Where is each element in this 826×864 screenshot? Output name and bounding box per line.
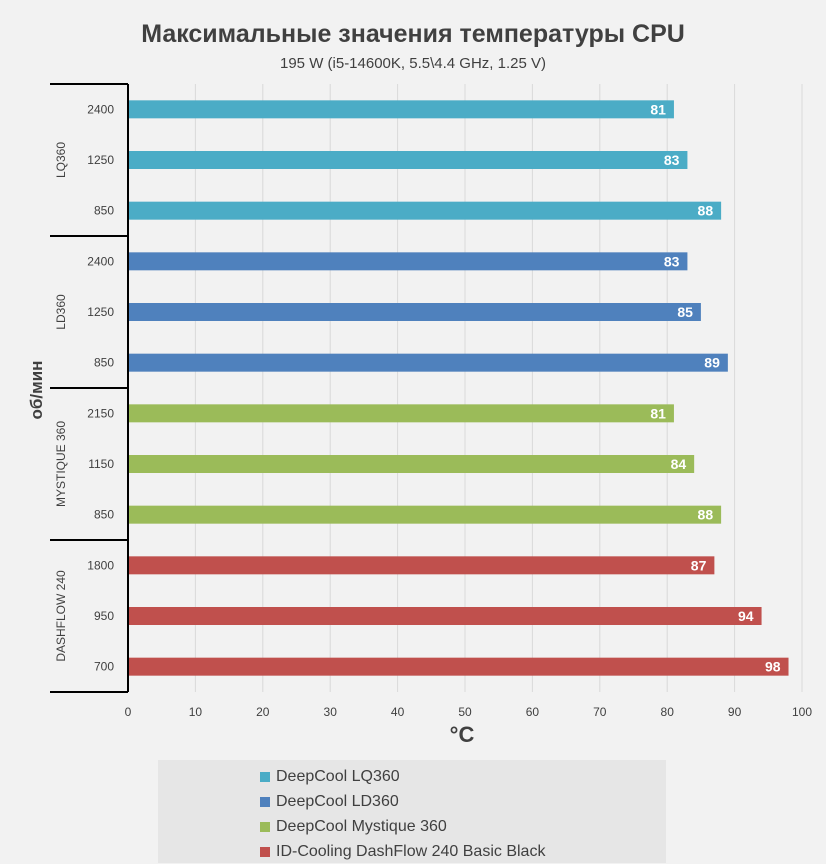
x-tick-label: 60 [526,705,540,719]
bar [129,151,688,169]
bars: 81 83 88 83 85 89 81 84 88 87 94 98 [129,100,789,676]
x-tick-label: 30 [324,705,338,719]
y-tick-label: 850 [94,356,114,370]
bar [129,505,722,524]
y-tick-label: 850 [94,508,114,522]
legend-swatch [260,797,270,807]
y-tick-label: 700 [94,660,114,674]
x-tick-label: 80 [661,705,675,719]
legend-item: DeepCool LQ360 [260,765,400,789]
bar [129,556,715,575]
chart-subtitle: 195 W (i5-14600K, 5.5\4.4 GHz, 1.25 V) [280,55,546,72]
y-tick-label: 2400 [87,102,114,116]
x-axis-title: °C [450,722,475,747]
legend-label: DeepCool LD360 [276,793,399,810]
y-axis-title: об/мин [27,361,46,420]
legend-item: DeepCool Mystique 360 [260,815,447,839]
data-label: 83 [664,152,680,168]
bar [129,455,695,473]
legend-swatch [260,847,270,857]
x-tick-label: 0 [125,705,132,719]
x-tick-label: 20 [256,705,270,719]
bar [129,201,722,220]
bar [129,100,674,119]
y-tick-label: 1800 [87,558,114,572]
group-label: LQ360 [54,142,68,178]
gridlines [194,84,803,692]
data-label: 89 [704,355,720,371]
y-tick-label: 850 [94,204,114,218]
legend-item: DeepCool LD360 [260,790,399,814]
data-label: 94 [738,608,754,624]
legend-swatch [260,822,270,832]
data-label: 85 [677,304,693,320]
x-tick-label: 10 [189,705,203,719]
bar [129,303,701,321]
data-label: 81 [650,101,666,117]
y-tick-label: 1250 [87,153,114,167]
y-tick-label: 1150 [88,457,114,471]
bar [129,353,728,372]
x-tick-label: 40 [391,705,405,719]
legend-swatch [260,772,270,782]
group-label: MYSTIQUE 360 [54,421,68,507]
bar [129,607,762,625]
x-tick-label: 70 [593,705,607,719]
data-label: 88 [698,507,714,523]
y-tick-label: 2150 [87,406,114,420]
legend-label: DeepCool Mystique 360 [276,818,447,835]
legend: DeepCool LQ360 DeepCool LD360 DeepCool Mys… [158,760,666,863]
x-tick-label: 50 [458,705,472,719]
group-label: LD360 [54,294,68,330]
legend-label: DeepCool LQ360 [276,768,400,785]
bar [129,404,674,423]
legend-item: ID-Cooling DashFlow 240 Basic Black [260,840,545,864]
axes: 0 10 20 30 40 50 60 70 80 90 100 LQ360 LD360 MYSTIQUE… [50,83,812,719]
bar [129,252,688,271]
data-label: 87 [691,557,707,573]
y-tick-label: 2400 [87,254,114,268]
group-label: DASHFLOW 240 [54,570,68,662]
data-label: 83 [664,253,680,269]
y-tick-label: 1250 [87,305,114,319]
chart-title: Максимальные значения температуры CPU [141,20,685,48]
x-tick-label: 90 [728,705,742,719]
data-label: 81 [650,405,666,421]
legend-label: ID-Cooling DashFlow 240 Basic Black [276,843,546,860]
y-tick-label: 950 [94,609,114,623]
data-label: 88 [698,203,714,219]
bar [129,657,789,676]
data-label: 84 [671,456,687,472]
x-tick-label: 100 [792,705,812,719]
data-label: 98 [765,659,781,675]
